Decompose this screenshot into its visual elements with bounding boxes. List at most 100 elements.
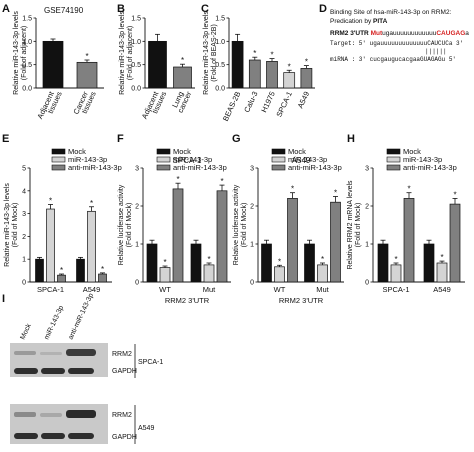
legend-label: Mock [288, 147, 306, 156]
legend-label: anti-miR-143-3p [68, 163, 122, 172]
legend-swatch [156, 156, 171, 163]
legend-swatch [51, 164, 66, 171]
y-axis-label: Relative miR-143-3p levels [4, 183, 11, 267]
utr-mut-label: Mut [371, 30, 383, 37]
significance-star: * [220, 177, 223, 186]
category-label: BEAS-2B [221, 90, 243, 123]
bar [46, 208, 55, 283]
y-tick-label: 0 [22, 280, 26, 287]
chart-f: 0 1 2 3 Relative luciferase activity (Fold of… [118, 147, 231, 305]
legend-swatch [386, 164, 401, 171]
y-tick-label: 3 [22, 211, 26, 218]
legend-swatch [271, 148, 286, 155]
chart-b: 0.0 0.5 1.0 1.5 Relative miR-143-3p levels (F… [119, 11, 195, 120]
y-axis-label-unit: (Fold of Mock) [126, 203, 133, 248]
y-tick-label: 1.5 [131, 16, 141, 23]
y-tick-label: 2 [135, 204, 139, 211]
y-tick-label: 1.0 [22, 39, 32, 46]
blot-band-rrm2-a549-mock [14, 412, 36, 417]
legend-label: miR-143-3p [288, 155, 327, 164]
legend-label: miR-143-3p [173, 155, 212, 164]
bar [248, 59, 261, 89]
bar [203, 264, 215, 283]
chart-title: A549 [292, 156, 311, 165]
category-label: H1975 [259, 90, 277, 114]
bar [231, 40, 244, 89]
bar [283, 72, 296, 89]
bar [403, 198, 415, 283]
y-tick-label: 2 [365, 204, 369, 211]
significance-star: * [253, 49, 256, 58]
blot-label-rrm2-a549: RRM2 [112, 412, 132, 419]
legend-swatch [386, 148, 401, 155]
y-tick-label: 2 [22, 234, 26, 241]
utr-red: CAUGAG [436, 30, 465, 37]
bar [266, 61, 278, 89]
y-tick-label: 1 [250, 242, 254, 249]
bar [317, 264, 328, 283]
y-axis-label-unit: (Fold of adjacent) [127, 26, 134, 80]
significance-star: * [305, 58, 308, 67]
y-tick-label: 0 [250, 280, 254, 287]
panel-letter-e: E [2, 133, 9, 145]
bar [304, 243, 315, 283]
legend-swatch [156, 164, 171, 171]
y-tick-label: 3 [365, 166, 369, 173]
blot-lane-mock: Mock [19, 322, 33, 341]
y-axis-label: Relative luciferase activity [118, 184, 125, 265]
y-tick-label: 0.5 [131, 62, 141, 69]
y-tick-label: 1 [135, 242, 139, 249]
significance-star: * [321, 255, 324, 264]
category-label: Mut [203, 285, 216, 294]
blot-label-rrm2-spca1: RRM2 [112, 351, 132, 358]
bar [98, 273, 107, 283]
significance-star: * [270, 51, 273, 60]
y-tick-label: 0 [365, 280, 369, 287]
utr-label: RRM2 3'UTR [330, 30, 369, 37]
legend-swatch [51, 148, 66, 155]
significance-star: * [291, 185, 294, 194]
bar [87, 210, 96, 283]
panel-letter-b: B [117, 3, 125, 15]
blot-band-rrm2-spca1-anti [66, 349, 96, 356]
blot-label-gapdh-a549: GAPDH [112, 434, 137, 441]
utr-sequence: RRM2 3'UTR MutugauuuuuuuuuuuuCAUGAGa [330, 30, 469, 37]
binding-subtitle: Predication by PITA [330, 18, 388, 25]
significance-star: * [163, 258, 166, 267]
panel-letter-g: G [232, 133, 241, 145]
bar [57, 274, 66, 283]
blot-label-gapdh-spca1: GAPDH [112, 368, 137, 375]
significance-star: * [207, 255, 210, 264]
y-axis-label: Relative miR-143-3p levels [203, 11, 210, 95]
bar [148, 40, 167, 89]
blot-cell-spca1: SPCA-1 [138, 359, 163, 366]
binding-title: Binding Site of hsa-miR-143-3p on RRM2: [330, 9, 452, 16]
bar [423, 243, 435, 283]
significance-star: * [101, 265, 104, 274]
legend-label: Mock [403, 147, 421, 156]
utr-mid: ugauuuuuuuuuuuu [382, 30, 437, 37]
y-tick-label: 3 [250, 166, 254, 173]
y-axis-label-unit: (Fold of adjacent) [21, 26, 28, 80]
y-tick-label: 4 [22, 188, 26, 195]
significance-star: * [278, 257, 281, 266]
bar [300, 68, 313, 89]
y-tick-label: 0 [135, 280, 139, 287]
significance-star: * [85, 52, 88, 61]
legend-swatch [386, 156, 401, 163]
category-label: SPCA-1 [37, 285, 64, 294]
category-label: A549 [433, 285, 451, 294]
legend-label: miR-143-3p [68, 155, 107, 164]
legend-label: anti-miR-143-3p [403, 163, 457, 172]
category-label: WT [159, 285, 171, 294]
bar [42, 40, 64, 89]
blot-lane-mir: miR-143-3p [43, 305, 65, 341]
bar [173, 66, 192, 89]
significance-star: * [60, 266, 63, 275]
significance-star: * [440, 253, 443, 262]
y-axis-label-unit: (Fold of Mock) [241, 203, 248, 248]
y-tick-label: 0.0 [131, 86, 141, 93]
blot-lane-anti: anti-miR-143-3p [67, 292, 95, 341]
bar [390, 264, 402, 283]
